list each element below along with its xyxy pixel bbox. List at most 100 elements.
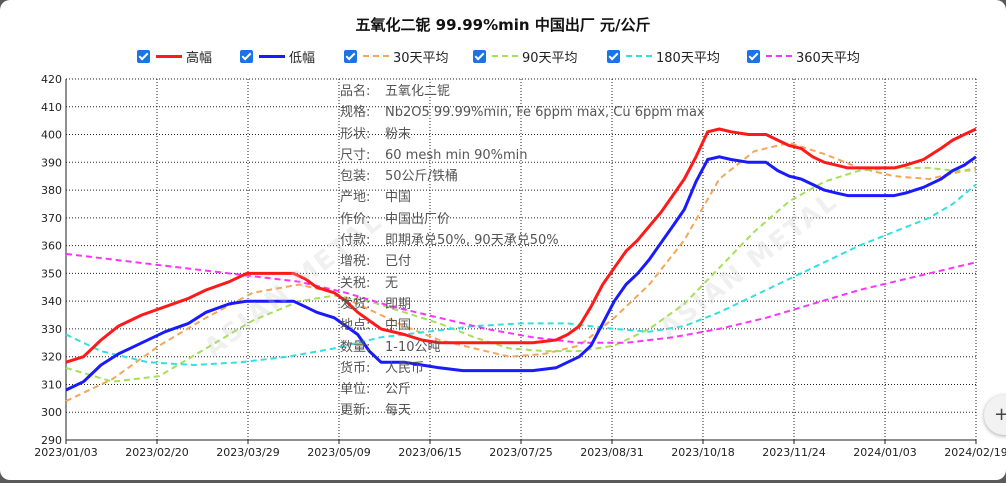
checkbox-icon[interactable] bbox=[607, 49, 620, 63]
y-tick-label: 390 bbox=[41, 156, 62, 169]
y-tick-label: 300 bbox=[41, 406, 62, 419]
info-value: 即期承兑50%, 90天承兑50% bbox=[385, 233, 559, 249]
x-tick-label: 2023/08/31 bbox=[580, 446, 643, 459]
legend-swatch bbox=[626, 55, 652, 57]
legend-item[interactable]: 90天平均 bbox=[473, 46, 578, 66]
info-row: 形状: 粉末 bbox=[340, 124, 705, 145]
checkbox-icon[interactable] bbox=[240, 49, 253, 63]
series-line-3 bbox=[65, 166, 976, 383]
info-row: 产地: 中国 bbox=[340, 187, 705, 208]
series-line-0 bbox=[65, 127, 977, 364]
info-value: 即期 bbox=[385, 296, 412, 312]
x-tick-label: 2023/05/09 bbox=[307, 446, 370, 459]
legend-label: 360天平均 bbox=[796, 50, 860, 66]
info-key: 作价: bbox=[340, 211, 371, 227]
legend-item[interactable]: 180天平均 bbox=[607, 46, 720, 66]
info-key: 形状: bbox=[340, 126, 371, 142]
info-key: 单位: bbox=[340, 382, 371, 398]
info-value: 中国 bbox=[385, 318, 412, 334]
legend-label: 30天平均 bbox=[393, 50, 449, 66]
legend-item[interactable]: 30天平均 bbox=[344, 46, 449, 66]
legend-label: 高幅 bbox=[186, 50, 213, 66]
chart-title: 五氧化二铌 99.99%min 中国出厂 元/公斤 bbox=[355, 16, 651, 34]
y-tick-label: 410 bbox=[41, 101, 62, 114]
info-value: 五氧化二铌 bbox=[385, 84, 451, 99]
legend-swatch bbox=[766, 55, 792, 57]
info-row: 规格: Nb2O5 99.99%min, Fe 6ppm max, Cu 6ppm… bbox=[340, 102, 705, 123]
info-row: 更新: 每天 bbox=[340, 400, 705, 421]
y-tick-label: 330 bbox=[41, 323, 62, 336]
legend-label: 180天平均 bbox=[656, 50, 720, 66]
y-tick-label: 340 bbox=[41, 295, 62, 308]
series-line-5 bbox=[65, 252, 977, 344]
info-row: 单位: 公斤 bbox=[340, 379, 705, 400]
info-value: 60 mesh min 90%min bbox=[385, 147, 528, 163]
info-row: 数量: 1-10公吨 bbox=[340, 337, 705, 358]
info-row: 货币: 人民币 bbox=[340, 358, 705, 379]
info-value: 50公斤/铁桶 bbox=[385, 169, 458, 185]
info-row: 关税: 无 bbox=[340, 273, 705, 294]
info-row: 作价: 中国出厂价 bbox=[340, 209, 705, 230]
x-tick-label: 2023/01/03 bbox=[34, 446, 97, 459]
checkbox-icon[interactable] bbox=[344, 49, 357, 63]
info-key: 品名: bbox=[340, 84, 371, 99]
legend-item[interactable]: 360天平均 bbox=[747, 46, 860, 66]
info-value: 1-10公吨 bbox=[385, 339, 441, 355]
y-tick-label: 360 bbox=[41, 240, 62, 253]
info-value: 无 bbox=[385, 275, 399, 291]
legend-swatch bbox=[492, 55, 518, 57]
info-key: 增税: bbox=[340, 254, 371, 270]
info-value: 已付 bbox=[385, 254, 412, 270]
info-row: 地点: 中国 bbox=[340, 315, 705, 336]
info-value: Nb2O5 99.99%min, Fe 6ppm max, Cu 6ppm ma… bbox=[385, 105, 705, 121]
info-key: 发货: bbox=[340, 296, 371, 312]
x-tick-label: 2024/02/19 bbox=[944, 446, 1006, 459]
info-key: 包装: bbox=[340, 169, 371, 185]
side-action-button[interactable]: + bbox=[984, 395, 1006, 435]
legend-label: 90天平均 bbox=[522, 50, 578, 66]
y-tick-label: 310 bbox=[41, 378, 62, 391]
info-key: 规格: bbox=[340, 105, 371, 121]
info-key: 更新: bbox=[340, 403, 371, 419]
checkbox-icon[interactable] bbox=[137, 49, 150, 63]
checkbox-icon[interactable] bbox=[747, 49, 760, 63]
legend-item[interactable]: 低幅 bbox=[240, 46, 315, 66]
info-value: 公斤 bbox=[385, 382, 412, 398]
info-value: 中国出厂价 bbox=[385, 211, 451, 227]
info-key: 关税: bbox=[340, 275, 371, 291]
info-row: 尺寸: 60 mesh min 90%min bbox=[340, 145, 705, 166]
info-key: 地点: bbox=[340, 318, 371, 334]
legend: 高幅 低幅 30天平均 90天平均 180天平均 360天平均 bbox=[0, 46, 1006, 66]
legend-item[interactable]: 高幅 bbox=[137, 46, 212, 66]
plus-icon: + bbox=[994, 404, 1006, 425]
info-row: 增税: 已付 bbox=[340, 251, 705, 272]
info-key: 尺寸: bbox=[340, 147, 371, 163]
x-tick-label: 2023/02/20 bbox=[125, 446, 188, 459]
series-line-1 bbox=[65, 155, 977, 392]
legend-swatch bbox=[156, 54, 182, 58]
x-tick-label: 2024/01/03 bbox=[853, 446, 916, 459]
info-key: 货币: bbox=[340, 360, 371, 376]
info-value: 人民币 bbox=[385, 360, 425, 376]
y-tick-label: 370 bbox=[41, 212, 62, 225]
info-row: 包装: 50公斤/铁桶 bbox=[340, 166, 705, 187]
x-tick-label: 2023/11/24 bbox=[762, 446, 825, 459]
info-value: 中国 bbox=[385, 190, 412, 206]
info-key: 付款: bbox=[340, 233, 371, 249]
y-tick-label: 320 bbox=[41, 351, 62, 364]
x-tick-label: 2023/07/25 bbox=[489, 446, 552, 459]
info-value: 粉末 bbox=[385, 126, 412, 142]
x-tick-label: 2023/10/18 bbox=[671, 446, 734, 459]
checkbox-icon[interactable] bbox=[473, 49, 486, 63]
x-tick-label: 2023/06/15 bbox=[398, 446, 461, 459]
series-line-2 bbox=[65, 141, 977, 403]
info-row: 发货: 即期 bbox=[340, 294, 705, 315]
info-panel: 品名: 五氧化二铌 规格: Nb2O5 99.99%min, Fe 6ppm max,… bbox=[340, 81, 705, 422]
x-tick-label: 2023/03/29 bbox=[216, 446, 279, 459]
y-tick-label: 380 bbox=[41, 184, 62, 197]
legend-swatch bbox=[259, 54, 285, 58]
legend-swatch bbox=[363, 55, 389, 57]
y-tick-label: 350 bbox=[41, 267, 62, 280]
info-value: 每天 bbox=[385, 403, 412, 419]
